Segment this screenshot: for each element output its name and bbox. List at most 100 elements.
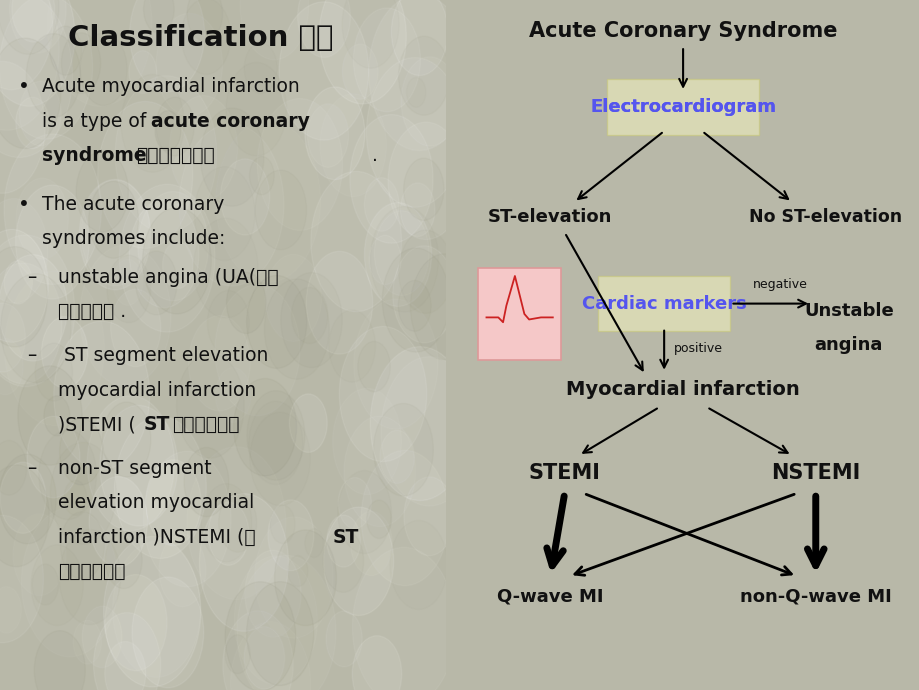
Circle shape	[398, 280, 431, 331]
Circle shape	[94, 613, 161, 690]
Circle shape	[106, 532, 142, 589]
Circle shape	[370, 346, 470, 500]
Circle shape	[289, 394, 327, 453]
FancyBboxPatch shape	[478, 268, 561, 360]
Circle shape	[156, 97, 194, 156]
Circle shape	[114, 416, 206, 558]
Circle shape	[0, 235, 74, 386]
Text: Classification 分类: Classification 分类	[68, 24, 334, 52]
Circle shape	[225, 582, 295, 690]
Text: ST segment elevation: ST segment elevation	[58, 346, 268, 366]
Circle shape	[357, 342, 390, 392]
Circle shape	[339, 326, 426, 462]
Circle shape	[392, 246, 455, 343]
Text: •: •	[17, 77, 29, 97]
Circle shape	[0, 0, 74, 106]
Circle shape	[278, 2, 369, 140]
Circle shape	[306, 251, 372, 354]
Circle shape	[62, 32, 100, 94]
Circle shape	[143, 451, 231, 586]
Circle shape	[0, 0, 59, 130]
Text: –: –	[27, 346, 36, 366]
Text: )STEMI (: )STEMI (	[58, 415, 136, 435]
Circle shape	[369, 235, 401, 284]
Text: acute coronary: acute coronary	[151, 112, 310, 131]
Text: unstable angina (UA(不稳: unstable angina (UA(不稳	[58, 268, 278, 287]
Text: ST: ST	[332, 528, 358, 547]
Circle shape	[222, 611, 293, 690]
Circle shape	[187, 0, 222, 41]
Circle shape	[400, 183, 435, 237]
Circle shape	[41, 317, 87, 388]
Circle shape	[311, 171, 401, 312]
Circle shape	[274, 530, 336, 626]
Circle shape	[97, 101, 192, 248]
Circle shape	[27, 416, 80, 497]
Circle shape	[44, 396, 70, 436]
Text: STEMI: STEMI	[528, 463, 600, 482]
Text: ST-elevation: ST-elevation	[488, 208, 612, 226]
Circle shape	[199, 493, 289, 631]
Circle shape	[0, 229, 49, 342]
Text: –: –	[27, 268, 36, 287]
Circle shape	[27, 34, 81, 117]
Circle shape	[342, 44, 378, 99]
Circle shape	[0, 462, 46, 533]
Circle shape	[249, 157, 274, 195]
Text: .: .	[366, 146, 378, 166]
Circle shape	[338, 477, 371, 529]
Text: positive: positive	[673, 342, 721, 355]
Circle shape	[50, 26, 82, 75]
Circle shape	[200, 108, 264, 206]
FancyBboxPatch shape	[597, 276, 730, 331]
Circle shape	[0, 0, 93, 139]
Circle shape	[361, 451, 448, 586]
Circle shape	[184, 447, 229, 517]
Text: The acute coronary: The acute coronary	[42, 195, 224, 214]
Circle shape	[244, 551, 301, 637]
Circle shape	[366, 57, 462, 207]
Circle shape	[298, 0, 350, 57]
Text: angina: angina	[814, 336, 882, 354]
Circle shape	[246, 275, 306, 368]
Text: 急性冠脉综合征: 急性冠脉综合征	[136, 146, 215, 166]
Text: 定型心绞痛 .: 定型心绞痛 .	[58, 302, 126, 322]
Circle shape	[129, 199, 199, 308]
Circle shape	[110, 289, 161, 366]
Circle shape	[246, 582, 313, 685]
Text: Q-wave MI: Q-wave MI	[496, 588, 603, 606]
Circle shape	[349, 115, 433, 243]
Circle shape	[102, 402, 151, 477]
Text: syndrome: syndrome	[42, 146, 147, 166]
Circle shape	[244, 627, 284, 689]
Text: ST: ST	[143, 415, 170, 435]
Circle shape	[388, 122, 463, 239]
Text: Acute myocardial infarction: Acute myocardial infarction	[42, 77, 300, 97]
Text: •: •	[17, 195, 29, 214]
Circle shape	[105, 575, 167, 671]
Circle shape	[0, 0, 52, 90]
Circle shape	[163, 241, 193, 288]
Circle shape	[0, 303, 26, 372]
Text: Acute Coronary Syndrome: Acute Coronary Syndrome	[528, 21, 836, 41]
Circle shape	[17, 366, 82, 465]
Circle shape	[115, 76, 217, 233]
Text: Unstable: Unstable	[803, 302, 893, 319]
Circle shape	[19, 81, 61, 146]
Text: Cardiac markers: Cardiac markers	[581, 295, 745, 313]
Circle shape	[391, 0, 448, 75]
Text: is a type of: is a type of	[42, 112, 153, 131]
Circle shape	[129, 51, 156, 93]
Circle shape	[267, 500, 313, 571]
Circle shape	[323, 507, 393, 615]
Text: NSTEMI: NSTEMI	[770, 463, 859, 482]
Circle shape	[403, 158, 444, 220]
Circle shape	[143, 0, 174, 33]
Circle shape	[373, 404, 433, 496]
Circle shape	[0, 255, 67, 361]
Circle shape	[326, 515, 360, 567]
Circle shape	[0, 263, 62, 384]
Circle shape	[105, 642, 145, 690]
Text: Myocardial infarction: Myocardial infarction	[565, 380, 800, 400]
Circle shape	[325, 611, 362, 667]
